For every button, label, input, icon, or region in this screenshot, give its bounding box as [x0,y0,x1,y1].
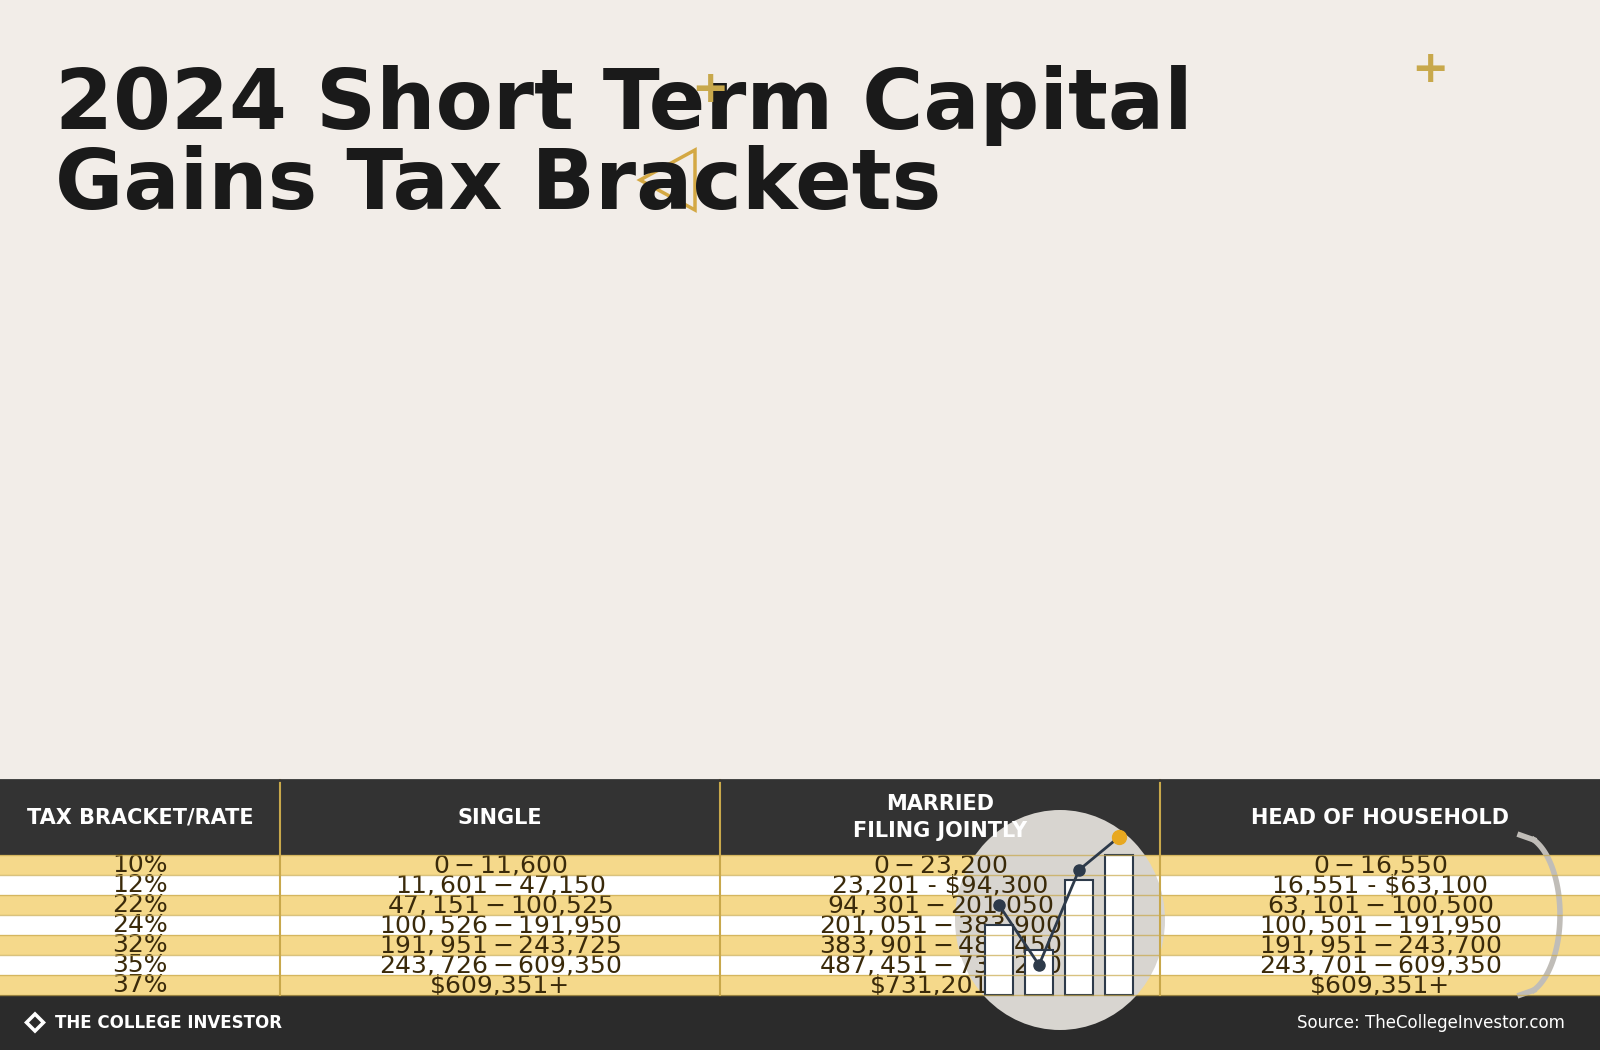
Text: $609,351+: $609,351+ [430,973,570,997]
Bar [0,780,1600,855]
Text: $100,526 - $191,950: $100,526 - $191,950 [379,912,621,938]
Text: $383,901 - $487,450: $383,901 - $487,450 [819,932,1061,958]
Bar [1066,880,1093,995]
Bar [986,925,1013,995]
Text: 35%: 35% [112,953,168,976]
Text: THE COLLEGE INVESTOR: THE COLLEGE INVESTOR [54,1013,282,1031]
Text: Gains Tax Brackets: Gains Tax Brackets [54,145,941,226]
Bar [0,895,1600,915]
Text: $0 - $11,600: $0 - $11,600 [432,853,568,878]
Text: $94,301 - $201,050: $94,301 - $201,050 [827,892,1053,918]
Text: $201,051 - $383,900: $201,051 - $383,900 [819,912,1061,938]
Text: $191,951 - $243,700: $191,951 - $243,700 [1259,932,1501,958]
Text: 32%: 32% [112,933,168,957]
Text: $487,451 - $731,200: $487,451 - $731,200 [819,952,1061,978]
Text: $731,201+: $731,201+ [870,973,1010,997]
Text: $0 - $16,550: $0 - $16,550 [1312,853,1448,878]
Bar [1026,950,1053,995]
Bar [0,915,1600,934]
Text: $609,351+: $609,351+ [1310,973,1450,997]
Text: 10%: 10% [112,853,168,877]
Text: $243,726 - $609,350: $243,726 - $609,350 [379,952,621,978]
Text: 16,551 - $63,100: 16,551 - $63,100 [1272,873,1488,897]
Text: 37%: 37% [112,973,168,997]
Text: $243,701 - $609,350: $243,701 - $609,350 [1259,952,1501,978]
Text: +: + [691,68,728,111]
Text: 23,201 - $94,300: 23,201 - $94,300 [832,873,1048,897]
Ellipse shape [955,810,1165,1030]
Bar [0,995,1600,1050]
Text: $191,951 - $243,725: $191,951 - $243,725 [379,932,621,958]
Bar [0,934,1600,956]
Bar [0,975,1600,995]
Polygon shape [29,1016,42,1029]
Text: $100,501 - $191,950: $100,501 - $191,950 [1259,912,1501,938]
Bar [0,956,1600,975]
Text: MARRIED
FILING JOINTLY: MARRIED FILING JOINTLY [853,794,1027,841]
Bar [0,875,1600,895]
Bar [0,855,1600,875]
Text: 12%: 12% [112,873,168,897]
Text: $11,601 - $47,150: $11,601 - $47,150 [395,873,605,898]
Polygon shape [24,1011,46,1033]
Text: SINGLE: SINGLE [458,807,542,827]
Text: $0 - $23,200: $0 - $23,200 [872,853,1008,878]
Text: +: + [1411,48,1448,91]
Text: $63,101 - $100,500: $63,101 - $100,500 [1267,892,1493,918]
Text: 24%: 24% [112,914,168,937]
Bar [1106,855,1133,995]
Text: HEAD OF HOUSEHOLD: HEAD OF HOUSEHOLD [1251,807,1509,827]
Text: 2024 Short Term Capital: 2024 Short Term Capital [54,65,1192,146]
Text: 22%: 22% [112,892,168,917]
Text: Source: TheCollegeInvestor.com: Source: TheCollegeInvestor.com [1298,1013,1565,1031]
Text: $47,151 - $100,525: $47,151 - $100,525 [387,892,613,918]
Text: TAX BRACKET/RATE: TAX BRACKET/RATE [27,807,253,827]
